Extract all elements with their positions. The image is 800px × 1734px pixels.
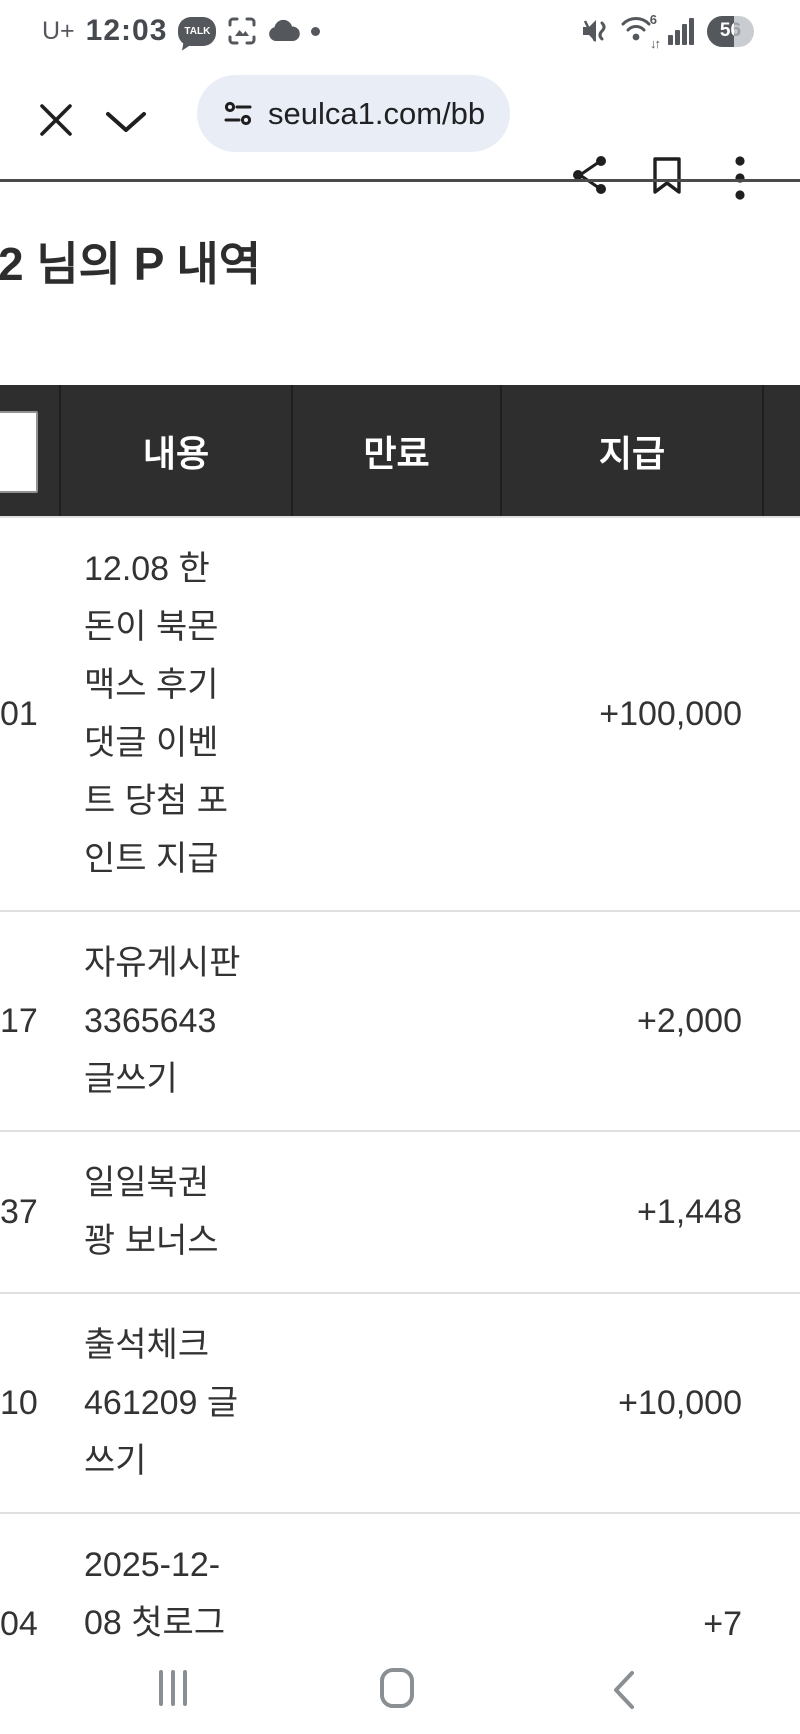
overflow-menu-icon — [734, 155, 746, 201]
column-header-content: 내용 — [61, 385, 293, 516]
recents-icon — [159, 1670, 163, 1706]
browser-toolbar: seulca1.com/bb — [0, 62, 800, 200]
wifi-standard-label: 6 — [649, 12, 657, 27]
table-row: 10 출석체크 461209 글 쓰기 +10,000 — [0, 1292, 800, 1512]
row-paid-cell: +10,000 — [618, 1383, 742, 1422]
share-icon — [571, 155, 609, 195]
table-row: 17 자유게시판 3365643 글쓰기 +2,000 — [0, 910, 800, 1130]
row-paid-cell: +1,448 — [637, 1192, 742, 1231]
chevron-down-icon — [104, 110, 148, 134]
bookmark-icon — [650, 155, 684, 196]
collapse-toolbar-button[interactable] — [104, 110, 148, 134]
table-row: 37 일일복권 꽝 보너스 +1,448 — [0, 1130, 800, 1292]
android-nav-bar — [0, 1640, 800, 1734]
column-header-expire: 만료 — [293, 385, 502, 516]
screenshot-notification-icon — [227, 16, 257, 46]
home-button[interactable] — [380, 1668, 414, 1708]
table-header-filter — [0, 385, 61, 516]
row-content-cell: 일일복권 꽝 보너스 — [84, 1164, 219, 1260]
status-bar-left: U+ 12:03 TALK — [0, 14, 321, 48]
status-clock: 12:03 — [85, 14, 168, 47]
tune-icon — [223, 99, 253, 129]
row-content-cell: 12.08 한 돈이 북몬 맥스 후기 댓글 이벤 트 당첨 포 인트 지급 — [84, 550, 229, 878]
row-left-label: 01 — [0, 694, 38, 733]
table-header-row: 내용 만료 지급 — [0, 385, 800, 516]
notification-dot-icon — [311, 26, 321, 36]
cell-signal-icon — [668, 17, 694, 45]
row-paid-cell: +7 — [703, 1604, 742, 1643]
row-left-label: 04 — [0, 1604, 38, 1643]
toolbar-page-divider — [0, 179, 800, 182]
cloud-notification-icon — [268, 19, 301, 43]
row-content-cell: 자유게시판 3365643 글쓰기 — [84, 944, 241, 1098]
wifi-traffic-arrows: ↓↑ — [650, 36, 661, 51]
back-icon — [614, 1671, 634, 1709]
status-bar: U+ 12:03 TALK — [0, 0, 800, 62]
share-button[interactable] — [571, 155, 609, 195]
kakaotalk-label: TALK — [184, 25, 211, 37]
page-title: 2 님의 P 내역 — [0, 238, 262, 290]
recents-button[interactable] — [159, 1670, 187, 1706]
vibrate-mute-icon — [581, 15, 608, 47]
bookmark-button[interactable] — [650, 155, 684, 196]
row-left-label: 37 — [0, 1192, 38, 1231]
table-filter-select[interactable] — [0, 411, 38, 493]
row-paid-cell: +100,000 — [599, 694, 742, 733]
wifi-6-icon: 6 ↓↑ — [621, 12, 661, 51]
row-left-label: 17 — [0, 1001, 38, 1040]
url-text: seulca1.com/bb — [268, 95, 486, 131]
points-history-table: 내용 만료 지급 01 12.08 한 돈이 북몬 맥스 후기 댓글 이벤 트 … — [0, 385, 800, 1734]
overflow-menu-button[interactable] — [734, 155, 746, 201]
carrier-label: U+ — [42, 16, 75, 45]
column-header-paid: 지급 — [502, 385, 764, 516]
kakaotalk-notification-icon: TALK — [178, 16, 217, 46]
column-header-extra — [764, 385, 800, 516]
battery-fill: 56 — [707, 15, 735, 47]
table-row: 01 12.08 한 돈이 북몬 맥스 후기 댓글 이벤 트 당첨 포 인트 지… — [0, 516, 800, 910]
row-content-cell: 출석체크 461209 글 쓰기 — [84, 1326, 239, 1480]
row-left-label: 10 — [0, 1383, 38, 1422]
battery-indicator: 56 56 — [707, 15, 754, 47]
table-row: 04 2025-12- 08 첫로그 +7 — [0, 1512, 800, 1734]
close-tab-button[interactable] — [38, 102, 74, 138]
address-bar[interactable]: seulca1.com/bb — [197, 75, 510, 152]
row-content-cell: 2025-12- 08 첫로그 — [84, 1546, 226, 1642]
status-bar-right: 6 ↓↑ 56 56 — [581, 0, 754, 62]
close-icon — [38, 102, 74, 138]
row-paid-cell: +2,000 — [637, 1001, 742, 1040]
table-body: 01 12.08 한 돈이 북몬 맥스 후기 댓글 이벤 트 당첨 포 인트 지… — [0, 516, 800, 1734]
back-button[interactable] — [612, 1670, 636, 1710]
